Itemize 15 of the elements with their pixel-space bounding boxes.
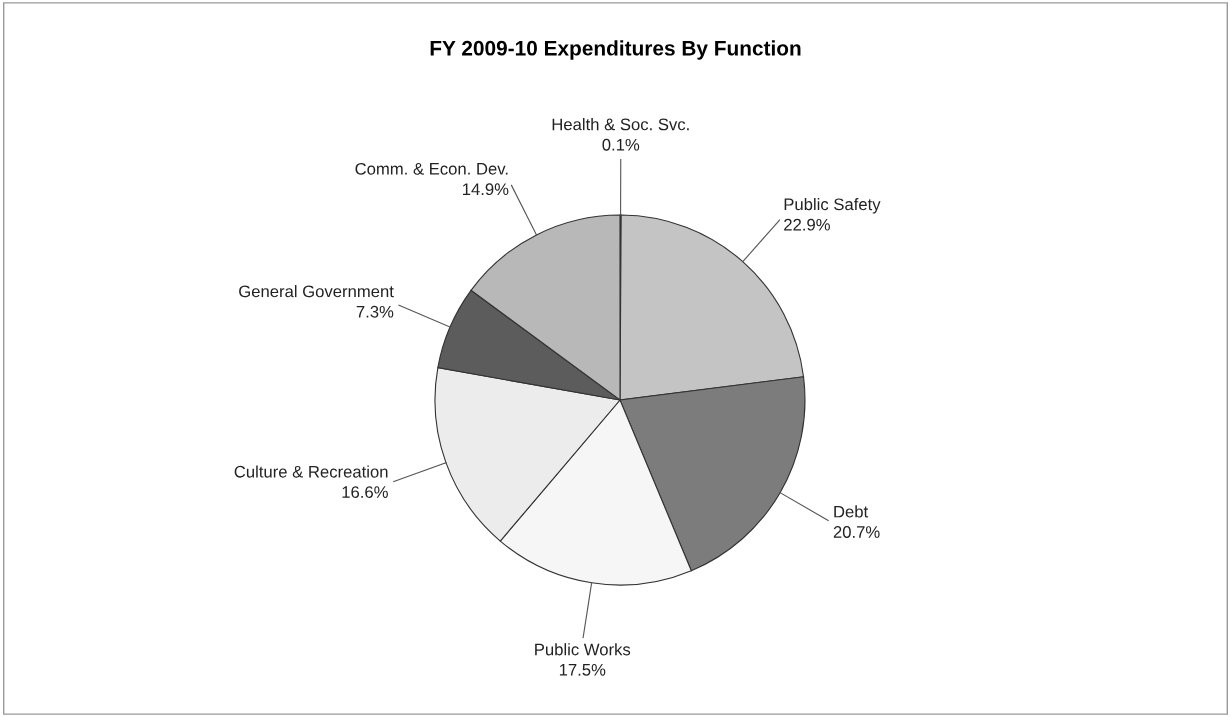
data-label: 7.3% [356, 305, 394, 318]
slice-label: Comm. & Econ. Dev. [355, 162, 508, 175]
slice-label: Public Safety [784, 198, 881, 214]
data-label: 17.5% [559, 664, 606, 676]
slice-label: Debt [834, 505, 869, 518]
slice-label: General Government [239, 285, 394, 298]
data-label: 20.7% [833, 526, 880, 538]
data-label: 0.1% [602, 138, 640, 151]
slice-label: Health & Soc. Svc. [552, 118, 689, 131]
data-label: 14.9% [463, 183, 509, 196]
chart-title: FY 2009-10 Expenditures By Function [430, 40, 801, 60]
data-label: 22.9% [784, 218, 830, 231]
slice-label: Culture & Recreation [234, 465, 388, 478]
data-label: 16.6% [342, 486, 388, 498]
slice-label: Public Works [535, 643, 631, 656]
